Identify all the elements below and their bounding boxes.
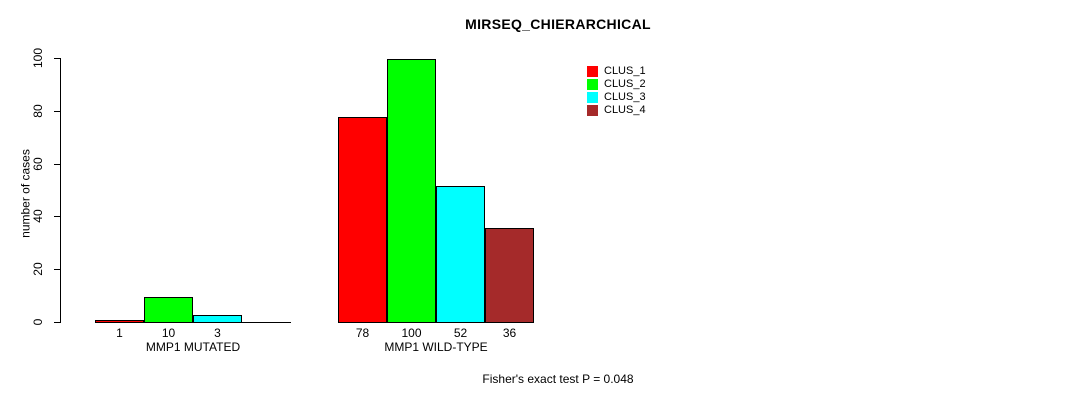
y-tick [54, 216, 61, 217]
legend-label-clus1: CLUS_1 [604, 65, 646, 77]
bar-wildtype-clus4 [485, 228, 534, 323]
y-tick [54, 269, 61, 270]
legend-label-clus4: CLUS_4 [604, 104, 646, 116]
x-baseline-wildtype [338, 322, 534, 323]
y-axis-line [60, 58, 61, 323]
y-tick-label: 40 [31, 209, 45, 223]
legend-swatch-clus2 [587, 79, 598, 90]
bar-value-label: 3 [214, 326, 221, 340]
bar-mutated-clus2 [144, 297, 193, 323]
y-tick [54, 58, 61, 59]
legend-label-clus2: CLUS_2 [604, 78, 646, 90]
bar-value-label: 10 [161, 326, 176, 340]
y-tick-label: 0 [31, 318, 45, 326]
legend-swatch-clus4 [587, 105, 598, 116]
bar-wildtype-clus1 [338, 117, 387, 323]
y-tick-label: 100 [31, 47, 45, 69]
y-axis-label: number of cases [18, 149, 33, 238]
x-baseline-mutated [95, 322, 291, 323]
bar-value-label: 78 [355, 326, 370, 340]
y-tick-label: 60 [31, 157, 45, 171]
bar-value-label: 1 [116, 326, 123, 340]
fisher-test-annotation: Fisher's exact test P = 0.048 [482, 372, 634, 386]
group-label-mutated: MMP1 MUTATED [145, 340, 241, 354]
legend-swatch-clus1 [587, 66, 598, 77]
y-tick-label: 80 [31, 104, 45, 118]
chart-title: MIRSEQ_CHIERARCHICAL [465, 16, 651, 32]
bar-value-label: 52 [453, 326, 468, 340]
y-tick [54, 111, 61, 112]
bar-wildtype-clus2 [387, 59, 436, 323]
group-label-wildtype: MMP1 WILD-TYPE [384, 340, 488, 354]
y-tick [54, 322, 61, 323]
legend-label-clus3: CLUS_3 [604, 91, 646, 103]
bar-wildtype-clus3 [436, 186, 485, 323]
bar-value-label: 100 [401, 326, 422, 340]
y-tick-label: 20 [31, 262, 45, 276]
legend-swatch-clus3 [587, 92, 598, 103]
bar-value-label: 36 [502, 326, 517, 340]
y-tick [54, 164, 61, 165]
